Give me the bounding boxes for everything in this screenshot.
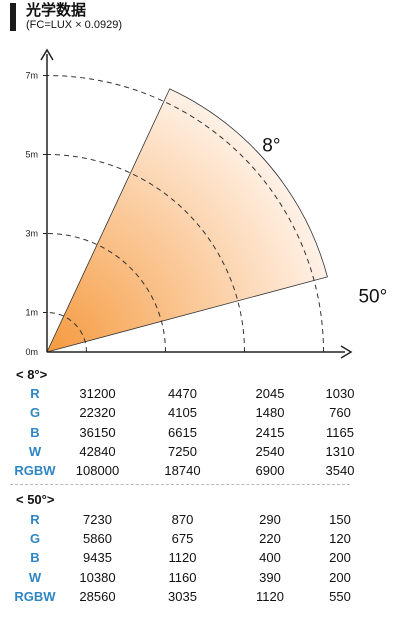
- channel-label: W: [28, 444, 42, 460]
- channel-label: RGBW: [14, 588, 56, 604]
- y-axis-arrow-icon: [40, 48, 54, 61]
- lux-value: 5860: [83, 530, 112, 546]
- distance-arc-3m: [46, 233, 166, 353]
- channel-label: RGBW: [14, 463, 56, 479]
- x-axis-arrow-icon: [340, 345, 353, 359]
- lux-value: 550: [329, 588, 351, 604]
- y-tick-label: 5m: [25, 150, 38, 160]
- photometric-tables: < 8°> R 31200 4470 2045 1030 G 22320 4105 1480 76…: [0, 366, 415, 606]
- lux-value: 400: [259, 550, 281, 566]
- lux-value: 18740: [164, 463, 201, 479]
- lux-value: 2045: [255, 386, 285, 402]
- table-8deg: R 31200 4470 2045 1030 G 22320 4105 1480 760 B 3615…: [10, 384, 370, 480]
- y-tick-label: 3m: [25, 229, 38, 239]
- lux-value: 2415: [255, 424, 285, 440]
- page-subtitle: (FC=LUX × 0.0929): [26, 19, 122, 31]
- channel-label: G: [29, 530, 41, 546]
- table-50deg: R 7230 870 290 150 G 5860 675 220 120 B 9435 1120 400…: [10, 509, 370, 605]
- channel-label: R: [30, 386, 40, 402]
- lux-value: 1165: [326, 424, 354, 440]
- table-row: W 10380 1160 390 200: [10, 567, 370, 586]
- lux-value: 675: [171, 530, 194, 546]
- lux-value: 200: [329, 569, 351, 585]
- page-title: 光学数据: [26, 2, 87, 19]
- table-row: G 22320 4105 1480 760: [10, 403, 370, 422]
- beam-angle-chart: 0m 1m 3m 5m 7m 8° 50°: [25, 48, 387, 359]
- lux-value: 108000: [75, 463, 120, 479]
- lux-value: 36150: [79, 424, 116, 440]
- table-row: B 36150 6615 2415 1165: [10, 423, 370, 442]
- table-8deg-label: < 8°>: [16, 367, 48, 382]
- lux-value: 150: [329, 511, 351, 527]
- lux-value: 200: [329, 550, 351, 566]
- lux-value: 120: [329, 530, 351, 546]
- lux-value: 390: [259, 569, 281, 585]
- lux-value: 1480: [255, 405, 285, 421]
- distance-arc-5m: [46, 154, 245, 353]
- channel-label: B: [30, 424, 40, 440]
- channel-label: G: [29, 405, 41, 421]
- lux-value: 2540: [255, 444, 285, 460]
- beam-wedge-50deg: [46, 88, 328, 353]
- lux-value: 3540: [325, 463, 355, 479]
- y-tick-label: 1m: [25, 308, 38, 318]
- lux-value: 6900: [255, 463, 285, 479]
- beam-label-8deg: 8°: [262, 135, 280, 156]
- table-row: RGBW 28560 3035 1120 550: [10, 587, 370, 606]
- table-divider: [10, 484, 350, 486]
- lux-value: 870: [171, 511, 194, 527]
- lux-value: 290: [259, 511, 281, 527]
- lux-value: 1160: [168, 569, 197, 585]
- channel-label: B: [30, 550, 40, 566]
- header: 光学数据 (FC=LUX × 0.0929): [10, 2, 410, 34]
- table-row: B 9435 1120 400 200: [10, 548, 370, 567]
- beam-label-50deg: 50°: [358, 287, 387, 308]
- distance-arc-7m: [46, 75, 324, 353]
- y-tick-label: 7m: [25, 71, 38, 81]
- lux-value: 6615: [168, 424, 197, 440]
- table-row: R 31200 4470 2045 1030: [10, 384, 370, 403]
- lux-value: 10380: [79, 569, 116, 585]
- lux-value: 28560: [79, 588, 116, 604]
- channel-label: R: [30, 511, 40, 527]
- lux-value: 1310: [325, 444, 355, 460]
- distance-arc-1m: [46, 312, 87, 353]
- lux-value: 42840: [79, 444, 116, 460]
- lux-value: 7230: [83, 511, 112, 527]
- table-row: RGBW 108000 18740 6900 3540: [10, 461, 370, 480]
- channel-label: W: [28, 569, 42, 585]
- lux-value: 3035: [168, 588, 197, 604]
- table-50deg-label: < 50°>: [16, 492, 55, 508]
- table-row: R 7230 870 290 150: [10, 509, 370, 528]
- lux-value: 220: [259, 530, 281, 546]
- lux-value: 1120: [256, 588, 284, 604]
- y-tick-label: 0m: [25, 347, 38, 357]
- lux-value: 4105: [168, 405, 197, 421]
- lux-value: 22320: [79, 405, 116, 421]
- lux-value: 1030: [325, 386, 355, 402]
- table-row: G 5860 675 220 120: [10, 529, 370, 548]
- lux-value: 31200: [79, 386, 116, 402]
- lux-value: 760: [329, 405, 351, 421]
- lux-value: 1120: [168, 550, 197, 566]
- table-row: W 42840 7250 2540 1310: [10, 442, 370, 461]
- lux-value: 9435: [83, 550, 112, 566]
- lux-value: 4470: [168, 386, 197, 402]
- title-accent-bar: [10, 3, 16, 31]
- lux-value: 7250: [168, 444, 197, 460]
